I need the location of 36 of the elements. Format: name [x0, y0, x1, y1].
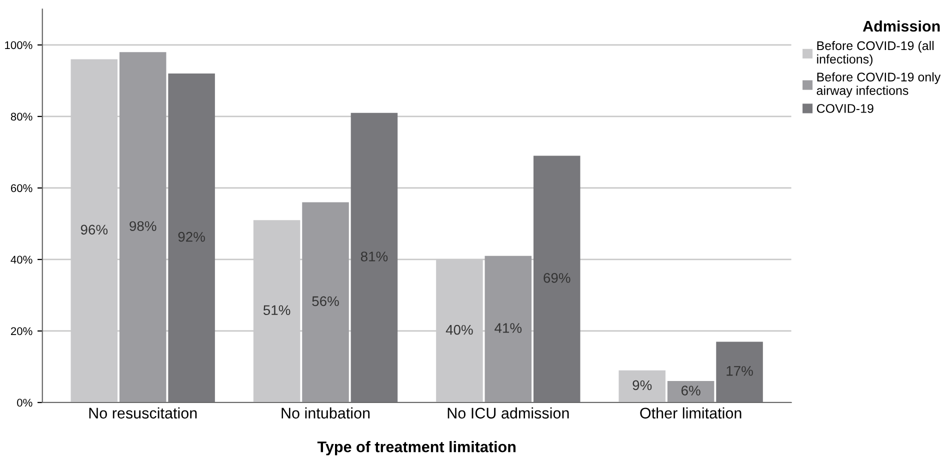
x-tick-label: No ICU admission — [448, 407, 569, 419]
data-label: 69% — [544, 273, 570, 283]
y-tick-label: 40% — [10, 256, 32, 264]
bar — [350, 112, 398, 402]
data-label: 56% — [312, 296, 339, 306]
legend-label: Before COVID-19 only airway infections — [816, 72, 941, 98]
legend-label: COVID-19 — [816, 104, 874, 113]
legend-title: Admission — [862, 20, 940, 32]
y-tick-label: 100% — [5, 41, 32, 50]
data-label: 9% — [632, 380, 652, 390]
data-label: 96% — [80, 224, 108, 235]
bar — [533, 156, 580, 402]
bar — [667, 381, 714, 402]
data-label: 40% — [446, 324, 473, 335]
y-tick-label: 60% — [10, 184, 32, 192]
bar — [618, 370, 666, 402]
data-label: 98% — [130, 221, 156, 232]
x-tick-label: No intubation — [282, 407, 370, 419]
y-tick-label: 20% — [10, 327, 32, 336]
bar — [716, 342, 763, 402]
bar — [119, 52, 166, 402]
data-label: 17% — [726, 366, 753, 376]
x-axis-title: Type of treatment limitation — [317, 441, 516, 456]
bar — [168, 74, 215, 402]
data-label: 81% — [360, 252, 388, 262]
legend-label: Before COVID-19 (all infections) — [817, 40, 934, 66]
data-label: 6% — [681, 386, 700, 396]
data-label: 41% — [494, 323, 522, 333]
bar — [302, 202, 349, 402]
x-tick-label: No resuscitation — [89, 407, 197, 419]
x-tick-label: Other limitation — [640, 407, 742, 419]
data-label: 51% — [263, 305, 290, 316]
y-tick-label: 0% — [17, 398, 32, 407]
bar — [484, 256, 532, 402]
data-label: 92% — [178, 232, 205, 242]
y-tick-label: 80% — [10, 112, 32, 121]
